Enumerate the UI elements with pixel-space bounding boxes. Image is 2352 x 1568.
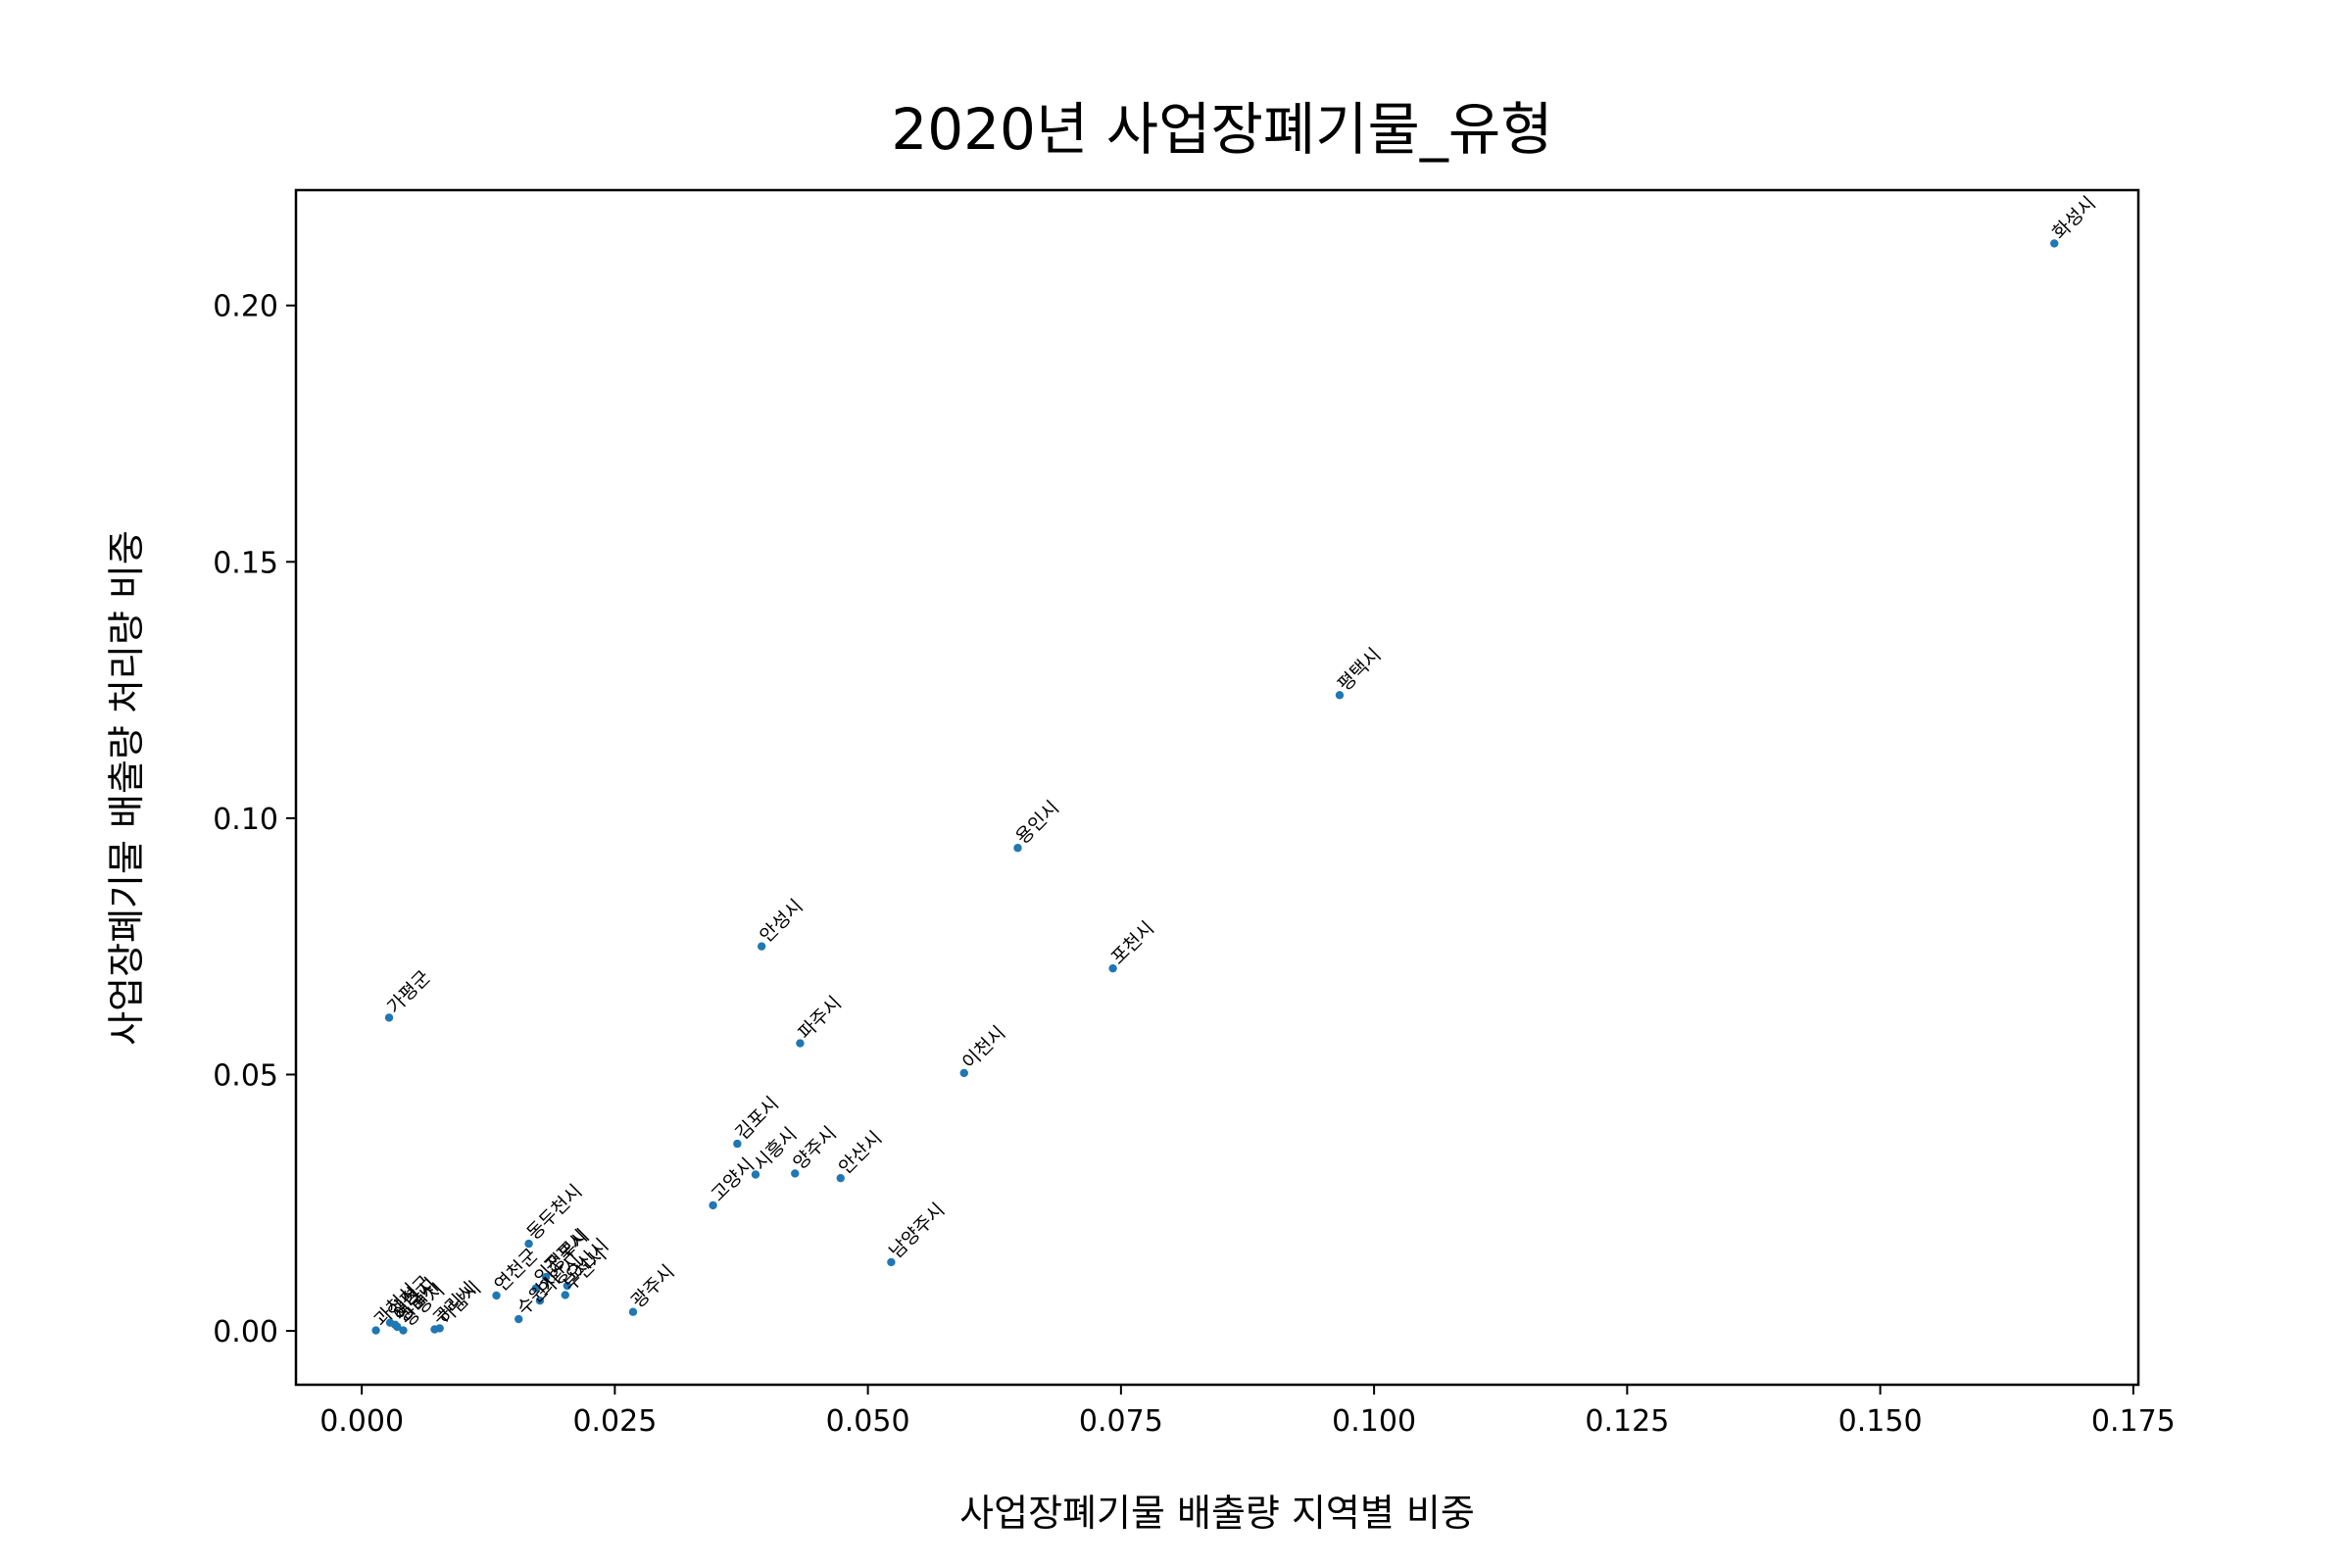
data-point [563,1281,572,1291]
chart-title: 2020년 사업장폐기물_유형 [891,96,1552,163]
x-tick-label: 0.075 [1079,1404,1163,1439]
data-point [384,1013,394,1022]
data-point [796,1039,805,1048]
y-tick-label: 0.05 [213,1058,278,1093]
x-tick-label: 0.100 [1332,1404,1416,1439]
data-point [531,1284,541,1293]
y-tick-label: 0.20 [213,290,278,324]
x-tick-label: 0.125 [1585,1404,1669,1439]
x-tick-label: 0.175 [2091,1404,2176,1439]
data-point [399,1326,408,1335]
data-point [836,1173,845,1183]
y-tick-label: 0.10 [213,803,278,837]
y-tick-label: 0.15 [213,546,278,580]
x-tick-label: 0.000 [319,1404,404,1439]
data-point [887,1257,896,1267]
data-point [709,1200,717,1210]
data-point [371,1326,380,1335]
x-axis-label: 사업장폐기물 배출량 지역별 비중 [959,1492,1475,1535]
data-point [1108,963,1117,973]
data-point [561,1291,569,1299]
data-point [492,1291,501,1300]
x-tick-label: 0.150 [1838,1404,1923,1439]
y-tick-label: 0.00 [213,1315,278,1349]
data-point [791,1169,800,1178]
data-point [751,1170,760,1179]
x-tick-label: 0.025 [572,1404,657,1439]
data-point [391,1320,400,1329]
x-tick-label: 0.050 [826,1404,910,1439]
plot-frame [294,188,2140,1387]
x-axis: 0.000 0.025 0.050 0.075 0.100 0.125 0.150 0.175 [319,1385,2176,1439]
data-point [1013,844,1022,853]
data-point [535,1296,545,1305]
data-point [757,942,766,951]
data-point [733,1139,742,1149]
data-point [1335,691,1345,700]
data-point [541,1272,551,1282]
y-axis: 0.00 0.05 0.10 0.15 0.20 [213,290,296,1349]
data-point [514,1314,523,1324]
data-point [2050,239,2059,248]
data-point [430,1325,439,1334]
data-point [959,1068,968,1078]
data-point [524,1239,533,1249]
y-axis-label: 사업장폐기물 배출량 처리량 비중 [105,530,148,1046]
data-point [628,1307,638,1316]
